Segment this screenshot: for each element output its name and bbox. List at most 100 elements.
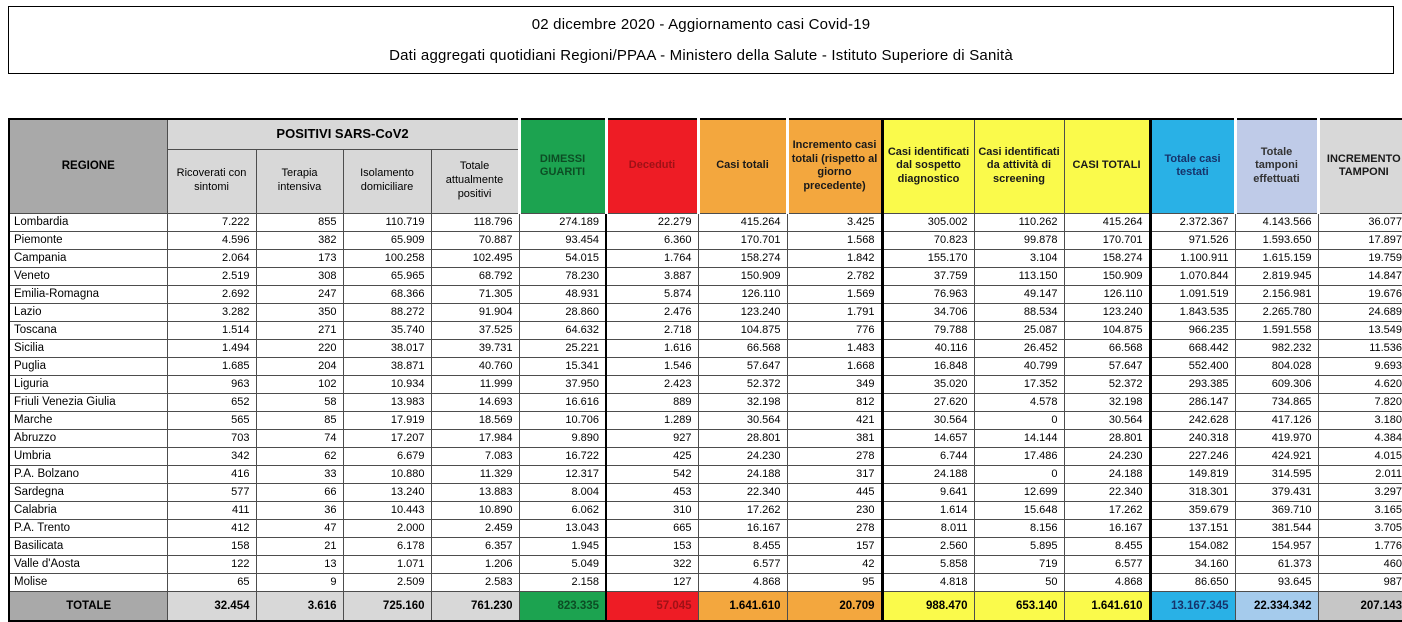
value-cell: 9.890 bbox=[518, 428, 607, 448]
total-value-cell: 1.641.610 bbox=[1063, 590, 1151, 621]
header-terapia-intensiva: Terapia intensiva bbox=[255, 148, 344, 214]
table-row: Marche 565 85 17.919 18.569 10.706 1.289 30.564… bbox=[8, 410, 1402, 430]
value-cell: 74 bbox=[255, 428, 344, 448]
value-cell: 95 bbox=[786, 572, 883, 592]
total-value-cell: 32.454 bbox=[166, 590, 257, 621]
value-cell: 425 bbox=[605, 446, 699, 466]
total-value-cell: 20.709 bbox=[786, 590, 883, 621]
value-cell: 15.341 bbox=[518, 356, 607, 376]
value-cell: 13.883 bbox=[430, 482, 520, 502]
value-cell: 57.647 bbox=[697, 356, 788, 376]
value-cell: 293.385 bbox=[1148, 374, 1236, 394]
value-cell: 0 bbox=[973, 410, 1065, 430]
value-cell: 49.147 bbox=[973, 284, 1065, 304]
value-cell: 1.100.911 bbox=[1148, 248, 1236, 268]
region-cell: Molise bbox=[8, 572, 168, 592]
value-cell: 66 bbox=[255, 482, 344, 502]
value-cell: 10.706 bbox=[518, 410, 607, 430]
value-cell: 48.931 bbox=[518, 284, 607, 304]
value-cell: 22.340 bbox=[1063, 482, 1151, 502]
region-cell: Umbria bbox=[8, 446, 168, 466]
value-cell: 13.043 bbox=[518, 518, 607, 538]
region-cell: Calabria bbox=[8, 500, 168, 520]
value-cell: 963 bbox=[166, 374, 257, 394]
value-cell: 170.701 bbox=[1063, 230, 1151, 250]
value-cell: 14.693 bbox=[430, 392, 520, 412]
value-cell: 7.083 bbox=[430, 446, 520, 466]
value-cell: 47 bbox=[255, 518, 344, 538]
value-cell: 1.764 bbox=[605, 248, 699, 268]
value-cell: 652 bbox=[166, 392, 257, 412]
value-cell: 1.593.650 bbox=[1234, 230, 1319, 250]
value-cell: 157 bbox=[786, 536, 883, 556]
value-cell: 16.616 bbox=[518, 392, 607, 412]
total-value-cell: 3.616 bbox=[255, 590, 344, 621]
value-cell: 71.305 bbox=[430, 284, 520, 304]
value-cell: 22.279 bbox=[605, 212, 699, 232]
value-cell: 30.564 bbox=[1063, 410, 1151, 430]
region-cell: Basilicata bbox=[8, 536, 168, 556]
region-cell: Friuli Venezia Giulia bbox=[8, 392, 168, 412]
value-cell: 93.645 bbox=[1234, 572, 1319, 592]
value-cell: 25.087 bbox=[973, 320, 1065, 340]
value-cell: 8.455 bbox=[697, 536, 788, 556]
table-row: Lombardia 7.222 855 110.719 118.796 274.189 22… bbox=[8, 212, 1402, 232]
value-cell: 1.546 bbox=[605, 356, 699, 376]
value-cell: 665 bbox=[605, 518, 699, 538]
value-cell: 10.934 bbox=[342, 374, 432, 394]
value-cell: 1.289 bbox=[605, 410, 699, 430]
value-cell: 4.818 bbox=[880, 572, 975, 592]
value-cell: 30.564 bbox=[697, 410, 788, 430]
page-subtitle: Dati aggregati quotidiani Regioni/PPAA -… bbox=[389, 47, 1013, 64]
value-cell: 24.689 bbox=[1317, 302, 1402, 322]
value-cell: 1.206 bbox=[430, 554, 520, 574]
value-cell: 123.240 bbox=[697, 302, 788, 322]
value-cell: 65.965 bbox=[342, 266, 432, 286]
table-row: Toscana 1.514 271 35.740 37.525 64.632 2.718 10… bbox=[8, 320, 1402, 340]
value-cell: 11.329 bbox=[430, 464, 520, 484]
value-cell: 17.262 bbox=[697, 500, 788, 520]
value-cell: 66.568 bbox=[697, 338, 788, 358]
value-cell: 278 bbox=[786, 518, 883, 538]
value-cell: 1.685 bbox=[166, 356, 257, 376]
value-cell: 552.400 bbox=[1148, 356, 1236, 376]
value-cell: 86.650 bbox=[1148, 572, 1236, 592]
value-cell: 1.568 bbox=[786, 230, 883, 250]
value-cell: 12.317 bbox=[518, 464, 607, 484]
value-cell: 17.486 bbox=[973, 446, 1065, 466]
value-cell: 17.262 bbox=[1063, 500, 1151, 520]
value-cell: 322 bbox=[605, 554, 699, 574]
header-deceduti: Deceduti bbox=[604, 118, 700, 214]
value-cell: 102 bbox=[255, 374, 344, 394]
value-cell: 416 bbox=[166, 464, 257, 484]
value-cell: 170.701 bbox=[697, 230, 788, 250]
value-cell: 8.011 bbox=[880, 518, 975, 538]
region-cell: Puglia bbox=[8, 356, 168, 376]
value-cell: 158 bbox=[166, 536, 257, 556]
value-cell: 6.357 bbox=[430, 536, 520, 556]
value-cell: 2.011 bbox=[1317, 464, 1402, 484]
value-cell: 966.235 bbox=[1148, 320, 1236, 340]
value-cell: 34.160 bbox=[1148, 554, 1236, 574]
value-cell: 2.156.981 bbox=[1234, 284, 1319, 304]
table-row: Emilia-Romagna 2.692 247 68.366 71.305 48.931… bbox=[8, 284, 1402, 304]
value-cell: 65 bbox=[166, 572, 257, 592]
value-cell: 154.082 bbox=[1148, 536, 1236, 556]
value-cell: 8.156 bbox=[973, 518, 1065, 538]
table-row: Lazio 3.282 350 88.272 91.904 28.860 2.476 123.… bbox=[8, 302, 1402, 322]
value-cell: 88.272 bbox=[342, 302, 432, 322]
value-cell: 310 bbox=[605, 500, 699, 520]
value-cell: 28.801 bbox=[697, 428, 788, 448]
header-isolamento: Isolamento domiciliare bbox=[342, 148, 432, 214]
value-cell: 104.875 bbox=[1063, 320, 1151, 340]
value-cell: 17.984 bbox=[430, 428, 520, 448]
value-cell: 359.679 bbox=[1148, 500, 1236, 520]
total-label-cell: TOTALE bbox=[8, 590, 168, 621]
value-cell: 62 bbox=[255, 446, 344, 466]
value-cell: 110.262 bbox=[973, 212, 1065, 232]
value-cell: 3.180 bbox=[1317, 410, 1402, 430]
value-cell: 240.318 bbox=[1148, 428, 1236, 448]
value-cell: 271 bbox=[255, 320, 344, 340]
value-cell: 126.110 bbox=[1063, 284, 1151, 304]
covid-table-wrap: REGIONE POSITIVI SARS-CoV2 DIMESSI GUARI… bbox=[8, 118, 1402, 622]
